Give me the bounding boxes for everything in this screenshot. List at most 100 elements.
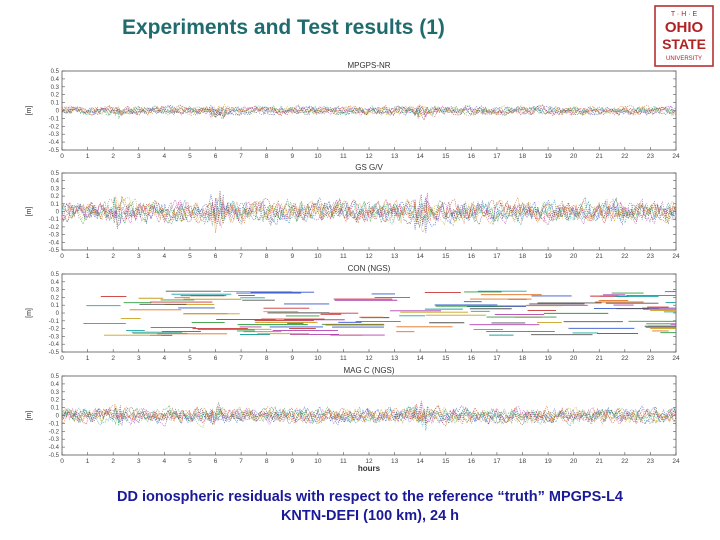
x-tick-label: 15 — [442, 153, 450, 160]
x-tick-label: 12 — [365, 253, 373, 260]
x-tick-label: 15 — [442, 458, 450, 465]
logo-line-ohio: OHIO — [665, 19, 704, 36]
x-tick-label: 19 — [544, 253, 552, 260]
y-tick-label: 0.5 — [51, 374, 60, 380]
x-tick-label: 5 — [188, 355, 192, 362]
series-line — [61, 400, 677, 428]
y-tick-label: 0.1 — [51, 101, 60, 107]
x-tick-label: 10 — [314, 458, 322, 465]
x-tick-label: 3 — [137, 253, 141, 260]
x-tick-label: 13 — [391, 153, 399, 160]
caption-line-2: KNTN-DEFI (100 km), 24 h — [280, 508, 460, 524]
y-tick-label: 0.3 — [51, 390, 60, 396]
x-tick-label: 16 — [468, 253, 476, 260]
y-tick-label: -0.1 — [49, 421, 60, 427]
x-tick-label: 12 — [365, 355, 373, 362]
x-tick-label: 2 — [111, 153, 115, 160]
x-tick-label: 6 — [214, 355, 218, 362]
x-tick-label: 12 — [365, 153, 373, 160]
x-tick-label: 2 — [111, 355, 115, 362]
y-tick-label: 0.3 — [51, 85, 60, 91]
x-tick-label: 7 — [239, 153, 243, 160]
y-tick-label: -0.3 — [49, 233, 60, 239]
y-tick-label: -0.5 — [49, 453, 60, 459]
x-tick-label: 20 — [570, 458, 578, 465]
x-tick-label: 10 — [314, 355, 322, 362]
x-tick-label: 13 — [391, 355, 399, 362]
y-tick-label: 0.1 — [51, 202, 60, 208]
series-line — [61, 103, 677, 119]
y-tick-label: 0.2 — [51, 93, 60, 99]
y-axis-label: [m] — [26, 411, 33, 421]
y-tick-label: 0.1 — [51, 406, 60, 412]
x-tick-label: 24 — [672, 153, 680, 160]
x-tick-label: 11 — [340, 458, 347, 465]
y-axis-label: [m] — [26, 308, 33, 318]
x-tick-label: 17 — [493, 253, 501, 260]
series-line — [61, 192, 677, 227]
series-line — [61, 104, 677, 117]
x-tick-label: 17 — [493, 355, 501, 362]
x-tick-label: 17 — [493, 153, 501, 160]
x-tick-label: 5 — [188, 253, 192, 260]
x-tick-label: 22 — [621, 253, 629, 260]
x-tick-label: 3 — [137, 355, 141, 362]
x-tick-label: 9 — [290, 458, 294, 465]
x-tick-label: 24 — [672, 253, 680, 260]
series-line — [61, 104, 677, 117]
y-tick-label: 0.2 — [51, 194, 60, 200]
chart-title: GS G/V — [355, 163, 383, 172]
x-tick-label: 18 — [519, 355, 527, 362]
y-tick-label: 0.3 — [51, 288, 60, 294]
series-line — [61, 404, 677, 426]
y-tick-label: -0.3 — [49, 334, 60, 340]
y-tick-label: -0.4 — [49, 240, 60, 246]
y-tick-label: -0.1 — [49, 116, 60, 122]
x-tick-label: 23 — [647, 355, 655, 362]
x-tick-label: 9 — [290, 253, 294, 260]
x-tick-label: 24 — [672, 458, 680, 465]
x-tick-label: 11 — [340, 153, 347, 160]
y-axis-label: [m] — [26, 106, 33, 116]
y-tick-label: -0.4 — [49, 445, 60, 451]
y-tick-label: 0.3 — [51, 186, 60, 192]
series-line — [61, 196, 677, 225]
x-tick-label: 23 — [647, 153, 655, 160]
series-line — [61, 196, 677, 233]
x-axis-label: hours — [358, 464, 381, 473]
x-tick-label: 8 — [265, 253, 269, 260]
x-tick-label: 11 — [340, 355, 347, 362]
x-tick-label: 3 — [137, 153, 141, 160]
y-tick-label: 0.2 — [51, 295, 60, 301]
x-tick-label: 9 — [290, 355, 294, 362]
x-tick-label: 6 — [214, 458, 218, 465]
y-tick-label: -0.3 — [49, 132, 60, 138]
y-tick-label: 0.5 — [51, 171, 60, 177]
x-tick-label: 22 — [621, 153, 629, 160]
y-tick-label: -0.5 — [49, 148, 60, 154]
x-tick-label: 2 — [111, 458, 115, 465]
y-tick-label: -0.1 — [49, 319, 60, 325]
series-line — [61, 404, 677, 428]
y-tick-label: -0.2 — [49, 124, 60, 130]
x-tick-label: 5 — [188, 458, 192, 465]
x-tick-label: 6 — [214, 253, 218, 260]
y-tick-label: -0.3 — [49, 437, 60, 443]
x-tick-label: 1 — [86, 153, 90, 160]
x-tick-label: 9 — [290, 153, 294, 160]
x-tick-label: 19 — [544, 458, 552, 465]
series-line — [61, 403, 677, 425]
x-tick-label: 14 — [417, 458, 425, 465]
x-tick-label: 13 — [391, 253, 399, 260]
x-tick-label: 23 — [647, 253, 655, 260]
logo-line-state: STATE — [662, 36, 706, 52]
chart-title: CON (NGS) — [348, 264, 391, 273]
y-tick-label: 0 — [56, 210, 60, 216]
y-tick-label: -0.2 — [49, 225, 60, 231]
x-tick-label: 4 — [163, 458, 167, 465]
logo-border — [654, 5, 714, 67]
slide-title: Experiments and Test results (1) — [122, 16, 445, 39]
series-line — [61, 196, 677, 225]
x-tick-label: 14 — [417, 153, 425, 160]
series-line — [61, 190, 677, 229]
